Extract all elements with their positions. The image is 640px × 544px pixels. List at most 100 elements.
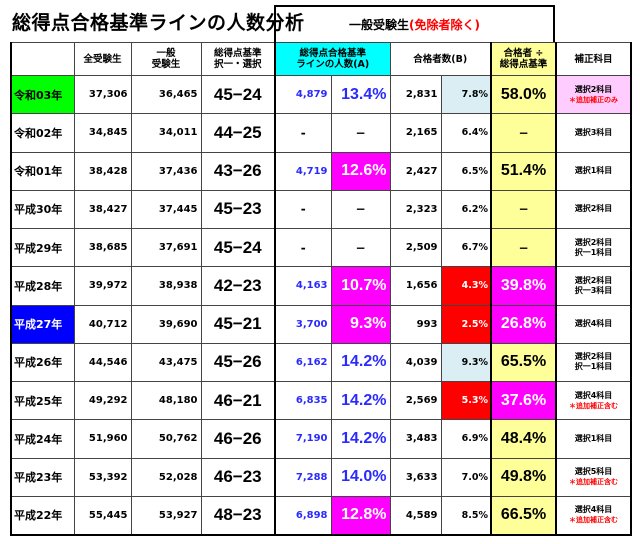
correction-label-2: 択一3科目 — [574, 285, 613, 295]
count-a-cell: 4,163 — [274, 266, 332, 306]
general-examinees-cell: 37,691 — [130, 227, 202, 268]
correction-cell: 選択4科目 ＊追加補正含む — [555, 380, 632, 421]
ratio-cell: 37.6% — [490, 380, 557, 421]
passers-b-cell: 993 — [389, 304, 442, 344]
count-a-pct-cell: 13.4% — [330, 74, 391, 115]
count-a-pct-cell: − — [330, 227, 391, 268]
count-a-pct-cell: 14.0% — [330, 457, 391, 497]
year-cell: 平成23年 — [10, 457, 75, 497]
header-passers-b: 合格者数(B) — [389, 42, 492, 76]
passers-b-pct-cell: 6.9% — [440, 419, 492, 459]
group-header-label: 一般受験生 — [349, 18, 410, 32]
header-ratio: 合格者 ÷ 総得点基準 — [490, 42, 557, 76]
count-a-cell: 6,162 — [274, 342, 332, 383]
passers-b-cell: 3,633 — [389, 457, 442, 497]
passers-b-cell: 2,323 — [389, 189, 442, 230]
general-examinees-cell: 37,436 — [130, 151, 202, 191]
line-cell: 44−25 — [200, 113, 276, 153]
correction-cell: 選択2科目 ＊追加補正のみ — [555, 74, 632, 115]
passers-b-pct-cell: 6.7% — [440, 227, 492, 268]
all-examinees-cell: 38,428 — [73, 151, 132, 191]
ratio-cell: − — [490, 227, 557, 268]
all-examinees-cell: 49,292 — [73, 380, 132, 421]
line-cell: 45−23 — [200, 189, 276, 230]
all-examinees-cell: 40,712 — [73, 304, 132, 344]
all-examinees-cell: 44,546 — [73, 342, 132, 383]
count-a-cell: 3,700 — [274, 304, 332, 344]
ratio-cell: 58.0% — [490, 74, 557, 115]
passers-b-pct-cell: 5.3% — [440, 380, 492, 421]
year-cell: 令和02年 — [10, 113, 75, 153]
passers-b-pct-cell: 7.8% — [440, 74, 492, 115]
passers-b-pct-cell: 9.3% — [440, 342, 492, 383]
year-cell: 令和03年 — [10, 74, 75, 115]
correction-cell: 選択2科目 択一3科目 — [555, 266, 632, 306]
header-general-examinees: 一般 受験生 — [130, 42, 202, 76]
group-header-note: (免除者除く) — [409, 18, 480, 32]
line-cell: 45−24 — [200, 74, 276, 115]
correction-note: ＊追加補正含む — [569, 516, 618, 525]
count-a-cell: - — [274, 113, 332, 153]
count-a-pct-cell: 14.2% — [330, 380, 391, 421]
passers-b-cell: 4,039 — [389, 342, 442, 383]
passers-b-pct-cell: 2.5% — [440, 304, 492, 344]
year-cell: 平成22年 — [10, 495, 75, 536]
year-cell: 平成30年 — [10, 189, 75, 230]
correction-label: 選択4科目 — [574, 390, 613, 400]
correction-cell: 選択4科目 ＊追加補正含む — [555, 495, 632, 536]
passers-b-pct-cell: 8.5% — [440, 495, 492, 536]
all-examinees-cell: 53,392 — [73, 457, 132, 497]
line-cell: 46−21 — [200, 380, 276, 421]
correction-label: 選択1科目 — [574, 166, 613, 176]
general-examinees-group-header: 一般受験生 (免除者除く) — [274, 5, 555, 42]
correction-label: 選択2科目 — [574, 237, 613, 247]
all-examinees-cell: 34,845 — [73, 113, 132, 153]
count-a-pct-cell: 12.6% — [330, 151, 391, 191]
table-row: 平成22年 55,445 53,927 48−23 6,898 12.8% 4,589 8.5… — [10, 495, 632, 536]
year-cell: 平成24年 — [10, 419, 75, 459]
correction-label: 選択4科目 — [574, 505, 613, 515]
correction-cell: 選択2科目 択一1科目 — [555, 227, 632, 268]
year-cell: 平成28年 — [10, 266, 75, 306]
passers-b-cell: 3,483 — [389, 419, 442, 459]
count-a-cell: 4,879 — [274, 74, 332, 115]
passers-b-cell: 4,589 — [389, 495, 442, 536]
general-examinees-cell: 43,475 — [130, 342, 202, 383]
correction-label: 選択5科目 — [574, 467, 613, 477]
correction-note: ＊追加補正含む — [569, 478, 618, 487]
general-examinees-cell: 50,762 — [130, 419, 202, 459]
correction-cell: 選択2科目 択一1科目 — [555, 342, 632, 383]
line-cell: 45−24 — [200, 227, 276, 268]
analysis-table: 全受験生 一般 受験生 総得点基準 択一・選択 総得点合格基準 ラインの人数(A) 合… — [10, 42, 632, 536]
header-correction: 補正科目 — [555, 42, 632, 76]
header-count-a: 総得点合格基準 ラインの人数(A) — [274, 42, 391, 76]
line-cell: 46−23 — [200, 457, 276, 497]
passers-b-cell: 2,831 — [389, 74, 442, 115]
passers-b-pct-cell: 6.5% — [440, 151, 492, 191]
count-a-cell: 6,835 — [274, 380, 332, 421]
correction-label: 選択2科目 — [574, 352, 613, 362]
count-a-cell: - — [274, 227, 332, 268]
count-a-pct-cell: 10.7% — [330, 266, 391, 306]
page-title: 総得点合格基準ラインの人数分析 — [12, 12, 305, 34]
table-row: 平成27年 40,712 39,690 45−21 3,700 9.3% 993 2.5% 26… — [10, 304, 632, 344]
line-cell: 43−26 — [200, 151, 276, 191]
header-row: 全受験生 一般 受験生 総得点基準 択一・選択 総得点合格基準 ラインの人数(A) 合… — [10, 42, 632, 76]
passers-b-cell: 2,427 — [389, 151, 442, 191]
table-row: 平成30年 38,427 37,445 45−23- −2,323 6.2% − 選択2科目 — [10, 189, 632, 230]
ratio-cell: 39.8% — [490, 266, 557, 306]
year-cell: 平成29年 — [10, 227, 75, 268]
line-cell: 45−21 — [200, 304, 276, 344]
all-examinees-cell: 37,306 — [73, 74, 132, 115]
table-row: 平成24年 51,960 50,762 46−26 7,190 14.2% 3,483 6.9… — [10, 419, 632, 459]
ratio-cell: 49.8% — [490, 457, 557, 497]
table-row: 平成23年 53,392 52,028 46−23 7,288 14.0% 3,633 7.0… — [10, 457, 632, 497]
count-a-cell: 7,288 — [274, 457, 332, 497]
count-a-cell: - — [274, 189, 332, 230]
passers-b-pct-cell: 7.0% — [440, 457, 492, 497]
general-examinees-cell: 53,927 — [130, 495, 202, 536]
ratio-cell: − — [490, 189, 557, 230]
count-a-pct-cell: − — [330, 113, 391, 153]
correction-label: 選択2科目 — [574, 275, 613, 285]
passers-b-cell: 1,656 — [389, 266, 442, 306]
